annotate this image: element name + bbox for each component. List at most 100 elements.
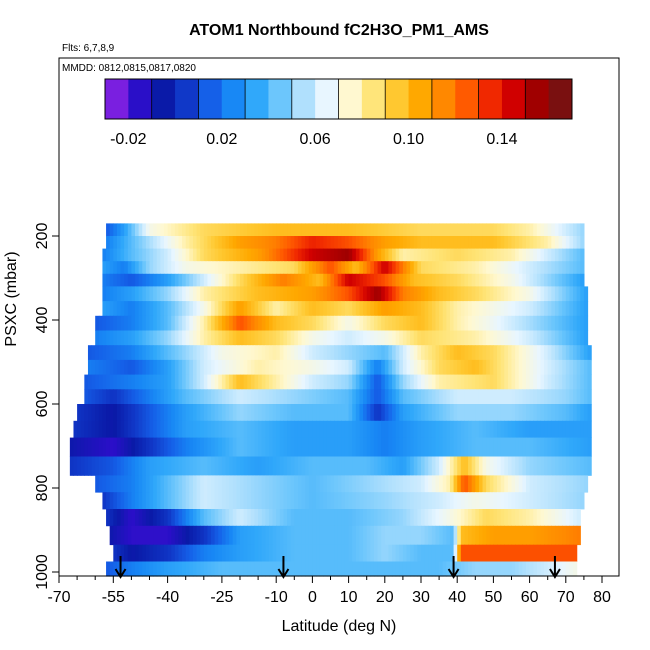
heatmap-cell bbox=[395, 456, 400, 476]
heatmap-cell bbox=[203, 509, 209, 527]
heatmap-cell bbox=[587, 389, 592, 405]
heatmap-cell bbox=[250, 437, 256, 457]
heatmap-cell bbox=[547, 301, 552, 317]
heatmap-cell bbox=[189, 525, 194, 546]
heatmap-cell bbox=[326, 345, 332, 361]
heatmap-cell bbox=[565, 525, 571, 546]
heatmap-cell bbox=[163, 315, 169, 331]
heatmap-cell bbox=[240, 359, 245, 375]
heatmap-cell bbox=[290, 544, 295, 562]
heatmap-cell bbox=[189, 475, 194, 493]
heatmap-cell bbox=[160, 301, 165, 317]
heatmap-cell bbox=[413, 389, 418, 405]
heatmap-cell bbox=[138, 223, 143, 237]
heatmap-cell bbox=[576, 420, 581, 438]
heatmap-cell bbox=[149, 248, 154, 262]
heatmap-cell bbox=[569, 525, 574, 546]
heatmap-cell bbox=[185, 389, 190, 405]
heatmap-cell bbox=[471, 475, 476, 493]
heatmap-cell bbox=[135, 286, 140, 302]
heatmap-cell bbox=[232, 437, 237, 457]
heatmap-cell bbox=[562, 492, 567, 510]
heatmap-cell bbox=[167, 345, 172, 361]
heatmap-cell bbox=[341, 345, 346, 361]
heatmap-cell bbox=[290, 248, 295, 262]
heatmap-cell bbox=[421, 492, 426, 510]
heatmap-cell bbox=[116, 248, 122, 262]
heatmap-cell bbox=[254, 345, 259, 361]
x-axis-label: Latitude (deg N) bbox=[282, 618, 397, 635]
heatmap-cell bbox=[399, 492, 404, 510]
heatmap-cell bbox=[587, 437, 592, 457]
heatmap-cell bbox=[185, 492, 190, 510]
heatmap-cell bbox=[178, 315, 183, 331]
heatmap-cell bbox=[145, 261, 151, 275]
heatmap-cell bbox=[135, 261, 140, 275]
heatmap-cell bbox=[171, 315, 176, 331]
heatmap-cell bbox=[178, 345, 183, 361]
heatmap-cell bbox=[297, 374, 303, 390]
heatmap-cell bbox=[395, 315, 400, 331]
heatmap-cell bbox=[305, 374, 310, 390]
heatmap-cell bbox=[279, 509, 285, 527]
heatmap-cell bbox=[319, 456, 324, 476]
heatmap-cell bbox=[153, 492, 158, 510]
heatmap-cell bbox=[565, 248, 571, 262]
heatmap-cell bbox=[138, 389, 143, 405]
heatmap-cell bbox=[276, 301, 281, 317]
heatmap-cell bbox=[457, 286, 462, 302]
heatmap-cell bbox=[562, 301, 567, 317]
heatmap-cell bbox=[221, 420, 227, 438]
heatmap-cell bbox=[377, 525, 382, 546]
heatmap-cell bbox=[446, 223, 451, 237]
heatmap-cell bbox=[562, 525, 567, 546]
heatmap-cell bbox=[279, 301, 285, 317]
heatmap-cell bbox=[388, 301, 393, 317]
heatmap-cell bbox=[258, 561, 263, 577]
heatmap-cell bbox=[377, 437, 382, 457]
heatmap-cell bbox=[402, 389, 408, 405]
heatmap-cell bbox=[95, 345, 100, 361]
heatmap-cell bbox=[116, 301, 122, 317]
heatmap-cell bbox=[352, 374, 357, 390]
heatmap-cell bbox=[529, 286, 534, 302]
heatmap-cell bbox=[268, 389, 274, 405]
heatmap-cell bbox=[471, 525, 476, 546]
heatmap-cell bbox=[453, 236, 458, 249]
heatmap-cell bbox=[410, 236, 415, 249]
heatmap-cell bbox=[431, 236, 437, 249]
heatmap-cell bbox=[109, 315, 114, 331]
heatmap-cell bbox=[544, 404, 549, 422]
heatmap-cell bbox=[207, 544, 212, 562]
heatmap-cell bbox=[352, 509, 357, 527]
heatmap-cell bbox=[207, 404, 212, 422]
heatmap-cell bbox=[421, 544, 426, 562]
heatmap-cell bbox=[232, 404, 237, 422]
heatmap-cell bbox=[276, 359, 281, 375]
heatmap-cell bbox=[138, 286, 143, 302]
heatmap-cell bbox=[131, 544, 136, 562]
heatmap-cell bbox=[366, 330, 371, 346]
heatmap-cell bbox=[388, 374, 393, 390]
heatmap-cell bbox=[410, 509, 415, 527]
heatmap-cell bbox=[366, 223, 371, 237]
heatmap-cell bbox=[116, 286, 122, 302]
heatmap-cell bbox=[124, 437, 129, 457]
heatmap-cell bbox=[439, 437, 444, 457]
heatmap-cell bbox=[229, 525, 234, 546]
heatmap-cell bbox=[297, 301, 303, 317]
heatmap-cell bbox=[348, 475, 353, 493]
heatmap-cell bbox=[547, 509, 552, 527]
heatmap-cell bbox=[203, 437, 209, 457]
heatmap-cell bbox=[554, 404, 560, 422]
heatmap-cell bbox=[518, 374, 523, 390]
heatmap-cell bbox=[218, 261, 223, 275]
heatmap-cell bbox=[236, 286, 241, 302]
heatmap-cell bbox=[200, 273, 205, 287]
heatmap-cell bbox=[127, 374, 132, 390]
heatmap-cell bbox=[334, 437, 339, 457]
heatmap-cell bbox=[497, 273, 502, 287]
heatmap-cell bbox=[261, 456, 266, 476]
heatmap-cell bbox=[428, 525, 433, 546]
heatmap-cell bbox=[417, 492, 422, 510]
